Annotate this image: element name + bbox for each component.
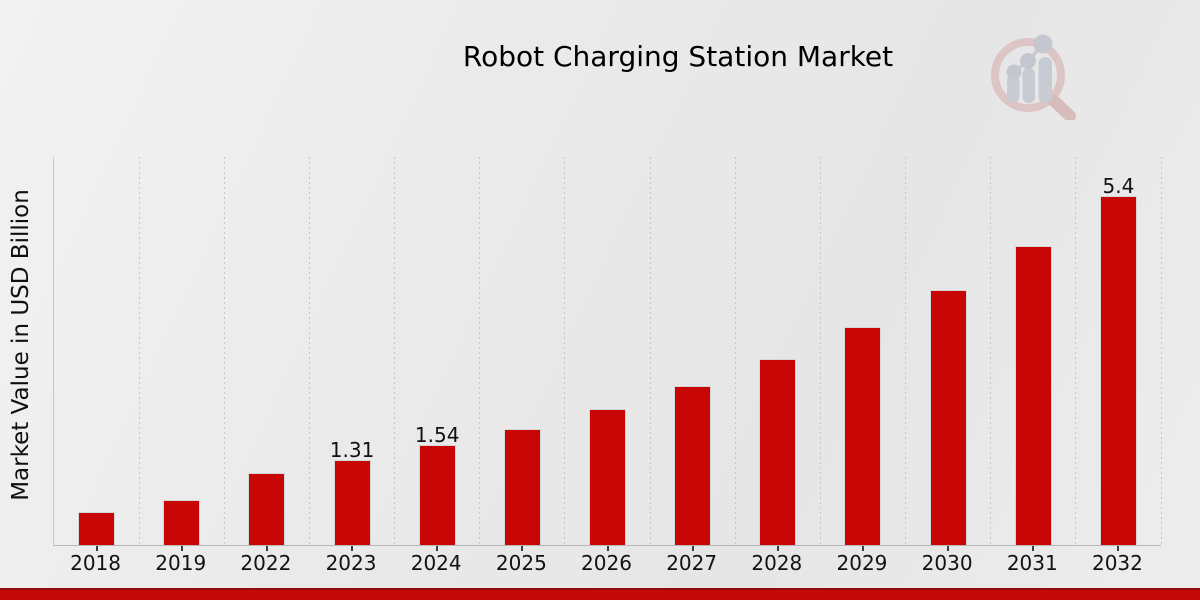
x-tick-label-2029: 2029 [836, 551, 888, 575]
x-tick [947, 546, 950, 551]
plot-area: 1.31 1.54 5.4 [53, 157, 1162, 551]
x-tick [861, 546, 864, 551]
x-tick [436, 546, 439, 551]
bar-2027 [674, 385, 712, 545]
x-tick [265, 546, 268, 551]
logo-bar-tall [1038, 57, 1052, 103]
logo-bar-small [1007, 75, 1020, 103]
brand-accent-strip [0, 588, 1200, 600]
x-tick [180, 546, 183, 551]
gridline [734, 157, 736, 545]
logo-trend-dot [1006, 64, 1022, 80]
x-tick-label-2031: 2031 [1006, 551, 1058, 575]
x-tick-label-2028: 2028 [751, 551, 803, 575]
bar-2026 [589, 408, 626, 545]
logo-trend-dot [1020, 53, 1036, 69]
gridline [649, 157, 651, 545]
bar-2028 [759, 358, 797, 545]
x-tick [1117, 546, 1120, 551]
magnifier-handle [1047, 94, 1076, 120]
bar-2032 [1099, 195, 1137, 545]
x-tick-label-2024: 2024 [410, 551, 462, 575]
logo-bar-medium [1022, 68, 1035, 103]
bar-2018 [78, 512, 116, 545]
brand-watermark-icon [991, 34, 1076, 120]
bar-2019 [163, 500, 201, 545]
gridline [1075, 157, 1077, 545]
x-tick-label-2032: 2032 [1091, 551, 1143, 575]
x-tick-label-2026: 2026 [581, 551, 632, 575]
x-tick-label-2030: 2030 [921, 551, 973, 575]
x-tick [521, 546, 524, 551]
x-tick-label-2027: 2027 [666, 551, 718, 575]
bar-2022 [248, 472, 286, 545]
gridline [308, 157, 310, 545]
gridline [479, 157, 481, 545]
x-tick [1032, 546, 1035, 551]
magnifier-ring [991, 38, 1065, 112]
x-tick [606, 546, 609, 551]
bar-2023 [333, 460, 371, 545]
bar-value-label-2032: 5.4 [1102, 173, 1135, 198]
x-tick [351, 546, 354, 551]
bar-2024 [418, 445, 456, 545]
x-tick-label-2019: 2019 [155, 551, 207, 575]
y-axis-label: Market Value in USD Billion [8, 189, 34, 501]
x-tick-label-2022: 2022 [240, 551, 292, 575]
x-tick [776, 546, 779, 551]
gridline [564, 157, 566, 545]
bar-2029 [844, 327, 882, 545]
gridline [905, 157, 907, 545]
x-tick [691, 546, 694, 551]
gridline [1160, 157, 1162, 545]
gridline [223, 157, 225, 545]
bar-value-label-2024: 1.54 [414, 423, 460, 448]
x-tick-label-2023: 2023 [325, 551, 377, 575]
bar-value-label-2023: 1.31 [329, 438, 375, 463]
bar-2025 [503, 428, 541, 545]
logo-trend-dot [1033, 34, 1053, 54]
x-tick [95, 546, 98, 551]
chart-title: Robot Charging Station Market [462, 40, 894, 73]
bar-2031 [1014, 246, 1052, 545]
gridline [990, 157, 992, 545]
x-tick-label-2018: 2018 [70, 551, 122, 575]
gridline [394, 157, 396, 545]
bar-2030 [929, 289, 967, 545]
x-tick-label-2025: 2025 [495, 551, 547, 575]
gridline [819, 157, 821, 545]
gridline [138, 157, 140, 545]
